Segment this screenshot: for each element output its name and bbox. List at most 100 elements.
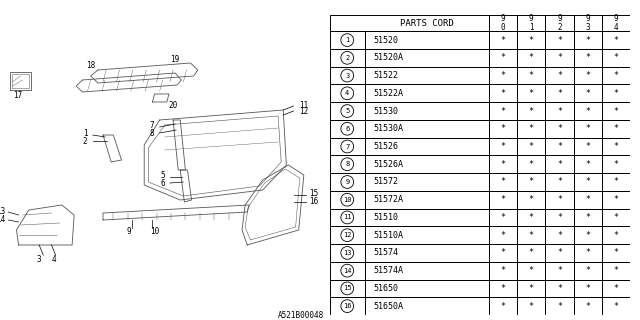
Bar (330, 120, 365, 138)
Text: *: * (500, 36, 506, 44)
Text: *: * (529, 36, 534, 44)
Text: *: * (585, 248, 590, 257)
Text: 51650A: 51650A (373, 302, 403, 311)
Bar (602, 226, 630, 244)
Bar (365, 297, 489, 315)
Bar (330, 138, 365, 156)
Text: *: * (613, 124, 618, 133)
Bar (517, 84, 545, 102)
Text: *: * (557, 284, 562, 293)
Text: *: * (585, 302, 590, 311)
Text: *: * (557, 195, 562, 204)
Text: *: * (529, 178, 534, 187)
Text: *: * (500, 124, 506, 133)
Bar (489, 138, 517, 156)
Text: 51530A: 51530A (373, 124, 403, 133)
Bar (517, 138, 545, 156)
Text: *: * (529, 107, 534, 116)
Bar (489, 84, 517, 102)
Text: *: * (529, 195, 534, 204)
Text: 12: 12 (299, 107, 308, 116)
Text: 13: 13 (343, 250, 351, 256)
Bar (489, 49, 517, 67)
Text: 5: 5 (345, 108, 349, 114)
Text: 14: 14 (0, 214, 5, 223)
Bar (330, 102, 365, 120)
Bar (517, 49, 545, 67)
Text: *: * (557, 231, 562, 240)
Bar (602, 120, 630, 138)
Text: 12: 12 (343, 232, 351, 238)
Bar (365, 244, 489, 262)
Text: *: * (500, 248, 506, 257)
Bar (489, 67, 517, 84)
Bar (573, 138, 602, 156)
Bar (330, 262, 365, 280)
Text: 9
2: 9 2 (557, 14, 562, 32)
Text: *: * (500, 107, 506, 116)
Bar (545, 226, 573, 244)
Bar (365, 67, 489, 84)
Bar (545, 120, 573, 138)
Text: 13: 13 (0, 206, 5, 215)
Bar (330, 209, 365, 226)
Text: 7: 7 (150, 122, 154, 131)
Bar (602, 280, 630, 297)
Text: *: * (500, 266, 506, 275)
Bar (365, 209, 489, 226)
Bar (365, 120, 489, 138)
Bar (545, 244, 573, 262)
Text: *: * (613, 36, 618, 44)
Bar (517, 31, 545, 49)
Text: 10: 10 (343, 197, 351, 203)
Text: *: * (500, 284, 506, 293)
Bar (517, 244, 545, 262)
Text: *: * (557, 89, 562, 98)
Text: *: * (500, 71, 506, 80)
Text: 15: 15 (343, 285, 351, 292)
Text: *: * (585, 266, 590, 275)
Text: *: * (557, 53, 562, 62)
Bar (489, 244, 517, 262)
Bar (365, 84, 489, 102)
Text: 51574A: 51574A (373, 266, 403, 275)
Text: 2: 2 (83, 137, 88, 146)
Bar (545, 173, 573, 191)
Bar (330, 15, 489, 31)
Text: *: * (529, 284, 534, 293)
Text: *: * (585, 231, 590, 240)
Text: *: * (529, 213, 534, 222)
Bar (602, 138, 630, 156)
Bar (517, 102, 545, 120)
Text: *: * (613, 302, 618, 311)
Bar (517, 173, 545, 191)
Bar (330, 244, 365, 262)
Bar (602, 209, 630, 226)
Bar (545, 67, 573, 84)
Bar (545, 138, 573, 156)
Text: 11: 11 (299, 100, 308, 109)
Text: 51574: 51574 (373, 248, 398, 257)
Bar (330, 67, 365, 84)
Text: 4: 4 (51, 255, 56, 265)
Text: PARTS CORD: PARTS CORD (400, 19, 454, 28)
Bar (365, 262, 489, 280)
Bar (489, 262, 517, 280)
Text: 51522: 51522 (373, 71, 398, 80)
Bar (602, 102, 630, 120)
Text: *: * (613, 284, 618, 293)
Text: *: * (613, 160, 618, 169)
Text: *: * (529, 160, 534, 169)
Text: 10: 10 (150, 228, 159, 236)
Text: *: * (613, 142, 618, 151)
Bar (517, 15, 545, 31)
Bar (602, 244, 630, 262)
Text: *: * (500, 89, 506, 98)
Text: *: * (557, 248, 562, 257)
Text: *: * (613, 248, 618, 257)
Text: *: * (557, 124, 562, 133)
Text: 16: 16 (343, 303, 351, 309)
Text: *: * (585, 284, 590, 293)
Text: 18: 18 (86, 60, 95, 69)
Text: 51520: 51520 (373, 36, 398, 44)
